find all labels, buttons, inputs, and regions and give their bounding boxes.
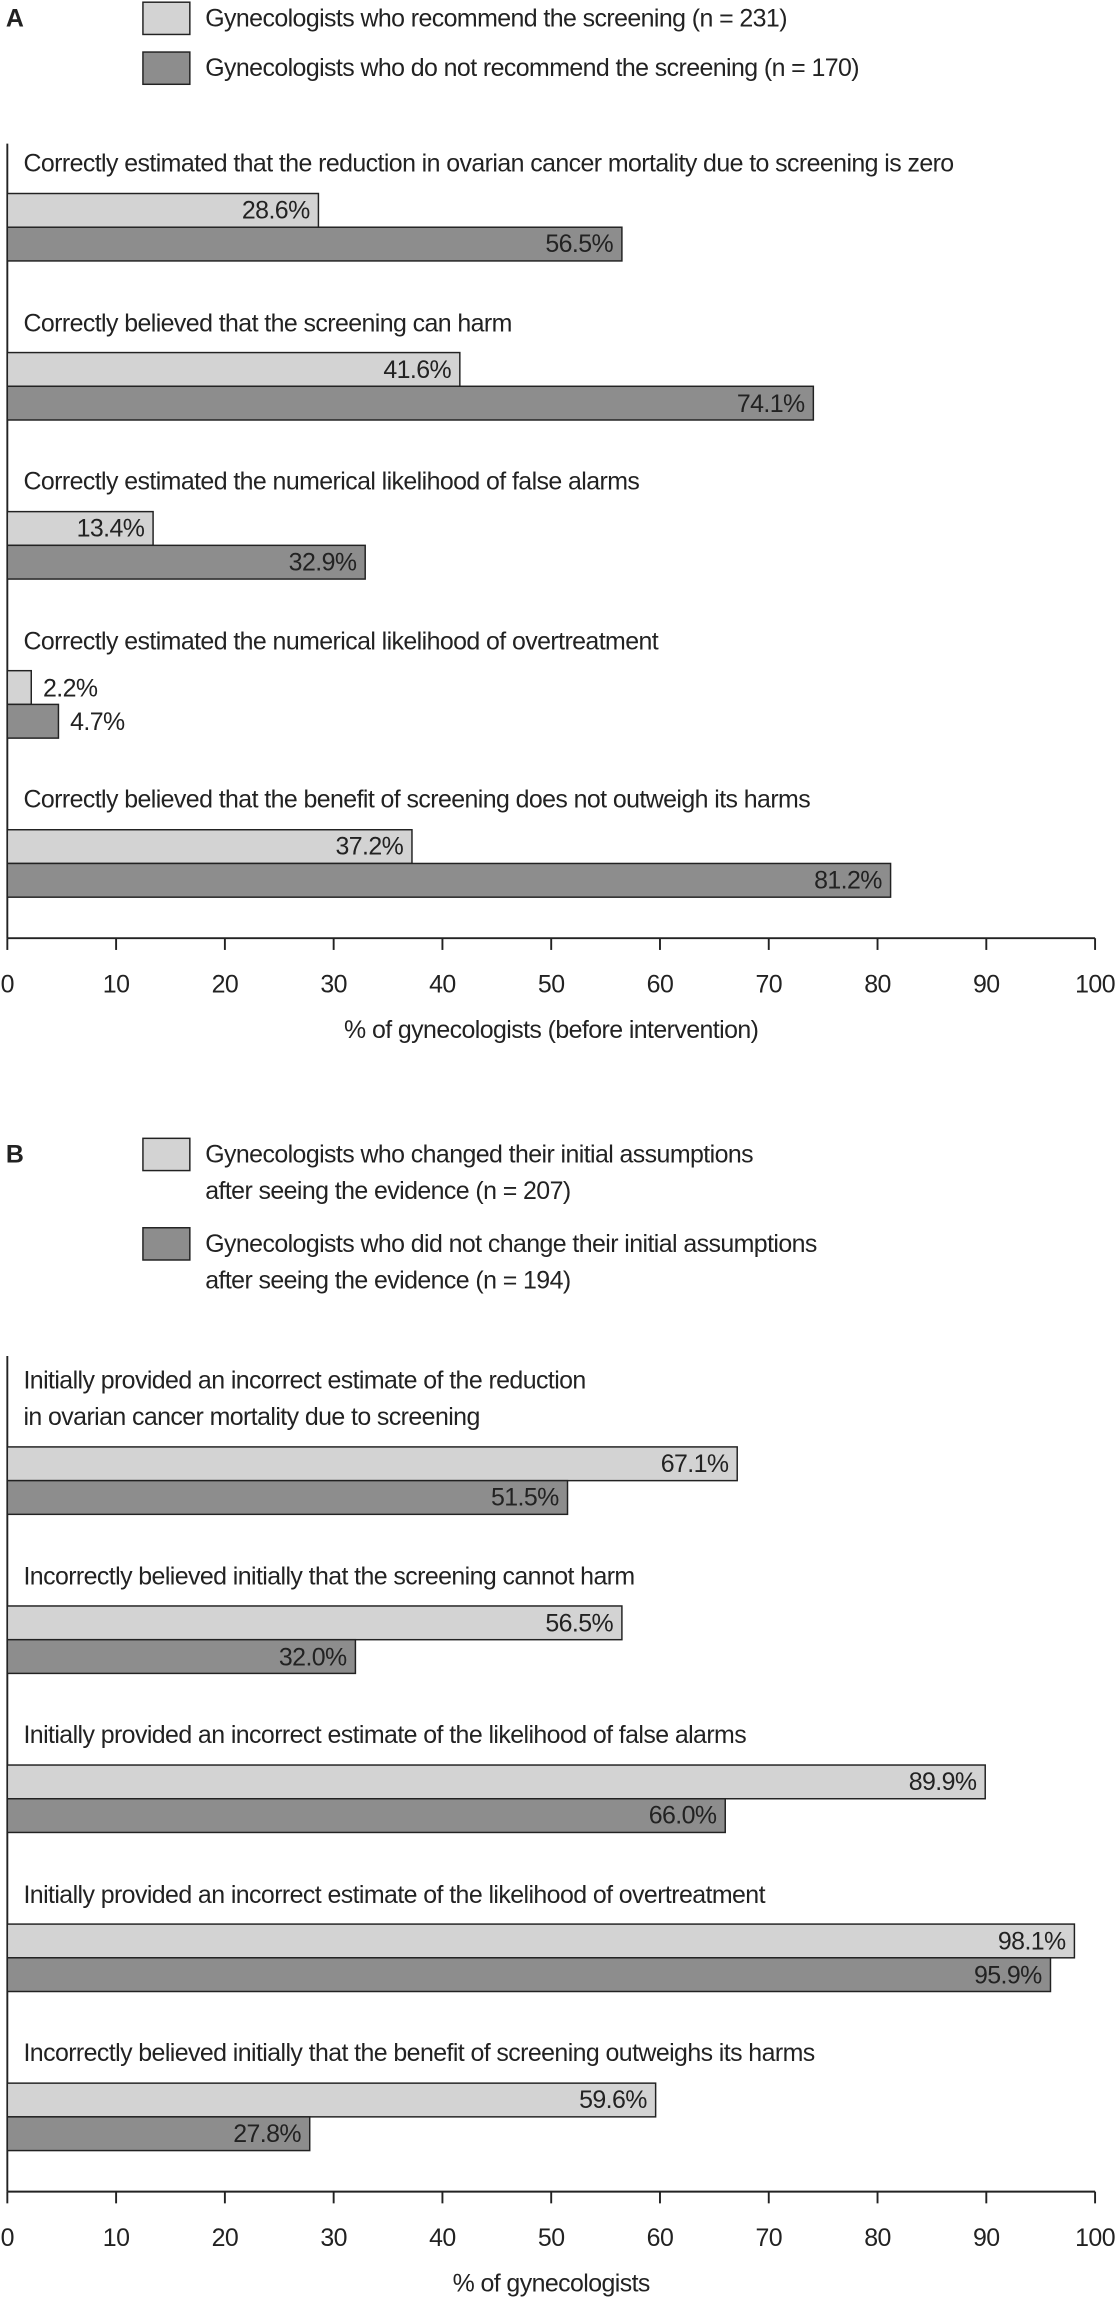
x-tick-label: 10 — [102, 970, 130, 999]
value-label: 28.6% — [241, 196, 310, 225]
x-axis-title: % of gynecologists — [452, 2269, 651, 2298]
category-label: Correctly estimated the numerical likeli… — [23, 626, 659, 655]
value-label: 56.5% — [545, 1608, 614, 1637]
x-tick-label: 90 — [973, 2223, 1000, 2252]
x-tick-label: 10 — [102, 2223, 130, 2252]
x-tick-label: 0 — [0, 2223, 15, 2252]
category-label: Incorrectly believed initially that the … — [23, 2039, 815, 2068]
legend-label: Gynecologists who do not recommend the s… — [205, 54, 860, 83]
panel-label: A — [5, 4, 24, 33]
x-tick-label: 20 — [211, 2223, 239, 2252]
bar — [6, 385, 815, 421]
bar — [6, 226, 623, 262]
value-label: 13.4% — [76, 514, 145, 543]
value-label: 27.8% — [233, 2119, 301, 2148]
bar — [6, 669, 32, 706]
x-tick-label: 80 — [864, 2223, 891, 2252]
x-tick-label: 80 — [864, 970, 891, 999]
bar — [6, 703, 60, 739]
bar — [6, 544, 366, 580]
value-label: 41.6% — [383, 355, 452, 384]
legend-swatch — [142, 51, 191, 86]
legend-label: Gynecologists who recommend the screenin… — [205, 4, 787, 33]
bar — [6, 829, 413, 865]
category-label: Correctly believed that the screening ca… — [23, 308, 512, 337]
x-tick-label: 40 — [429, 970, 456, 999]
legend-swatch — [142, 1137, 191, 1172]
x-tick-label: 30 — [320, 970, 347, 999]
x-tick-label: 40 — [429, 2223, 456, 2252]
value-label: 56.5% — [545, 230, 614, 259]
bar — [6, 1957, 1052, 1993]
bar — [6, 351, 461, 388]
value-label: 32.9% — [288, 548, 357, 577]
panel-label: B — [5, 1140, 24, 1169]
bar — [6, 1479, 569, 1516]
bar — [6, 1923, 1076, 1959]
bar — [6, 510, 154, 547]
bar — [6, 1446, 738, 1482]
value-label: 51.5% — [491, 1483, 559, 1512]
x-tick-label: 90 — [973, 970, 1000, 999]
x-tick-label: 50 — [537, 970, 565, 999]
bar — [6, 862, 892, 898]
x-tick-label: 100 — [1075, 2223, 1115, 2252]
x-tick-label: 70 — [755, 970, 783, 999]
value-label: 59.6% — [579, 2086, 647, 2114]
category-label: Correctly estimated that the reduction i… — [23, 149, 954, 178]
x-tick-label: 70 — [755, 2223, 783, 2252]
value-label: 2.2% — [42, 673, 98, 702]
value-label: 74.1% — [736, 389, 805, 418]
category-label: Initially provided an incorrect estimate… — [23, 1366, 586, 1431]
x-tick-label: 30 — [320, 2223, 347, 2252]
category-label: Correctly estimated the numerical likeli… — [23, 467, 640, 496]
value-label: 4.7% — [70, 707, 125, 736]
legend-label: Gynecologists who did not change their i… — [205, 1229, 817, 1295]
category-label: Initially provided an incorrect estimate… — [23, 1880, 765, 1908]
value-label: 67.1% — [660, 1449, 729, 1478]
category-label: Initially provided an incorrect estimate… — [23, 1721, 747, 1749]
x-tick-label: 100 — [1075, 970, 1115, 999]
bar — [6, 1605, 623, 1641]
x-tick-label: 60 — [646, 2223, 674, 2252]
legend-swatch — [142, 1, 191, 36]
bar — [6, 2116, 311, 2152]
x-tick-label: 20 — [211, 970, 239, 999]
legend-label: Gynecologists who changed their initial … — [205, 1140, 754, 1206]
bar — [6, 1764, 986, 1800]
value-label: 37.2% — [335, 832, 404, 861]
x-tick-label: 60 — [646, 970, 674, 999]
bar — [6, 192, 320, 228]
value-label: 81.2% — [814, 866, 882, 895]
value-label: 66.0% — [648, 1801, 717, 1830]
legend-swatch — [142, 1227, 191, 1261]
bar — [6, 1638, 357, 1675]
value-label: 95.9% — [973, 1960, 1042, 1989]
category-label: Incorrectly believed initially that the … — [23, 1561, 635, 1590]
bar — [6, 1798, 726, 1834]
category-label: Correctly believed that the benefit of s… — [23, 785, 811, 814]
value-label: 32.0% — [278, 1642, 347, 1671]
x-tick-label: 0 — [0, 970, 15, 999]
value-label: 89.9% — [908, 1767, 977, 1796]
x-tick-label: 50 — [537, 2223, 565, 2252]
value-label: 98.1% — [997, 1927, 1066, 1955]
bar — [6, 2082, 657, 2118]
x-axis-title: % of gynecologists (before intervention) — [344, 1015, 759, 1044]
